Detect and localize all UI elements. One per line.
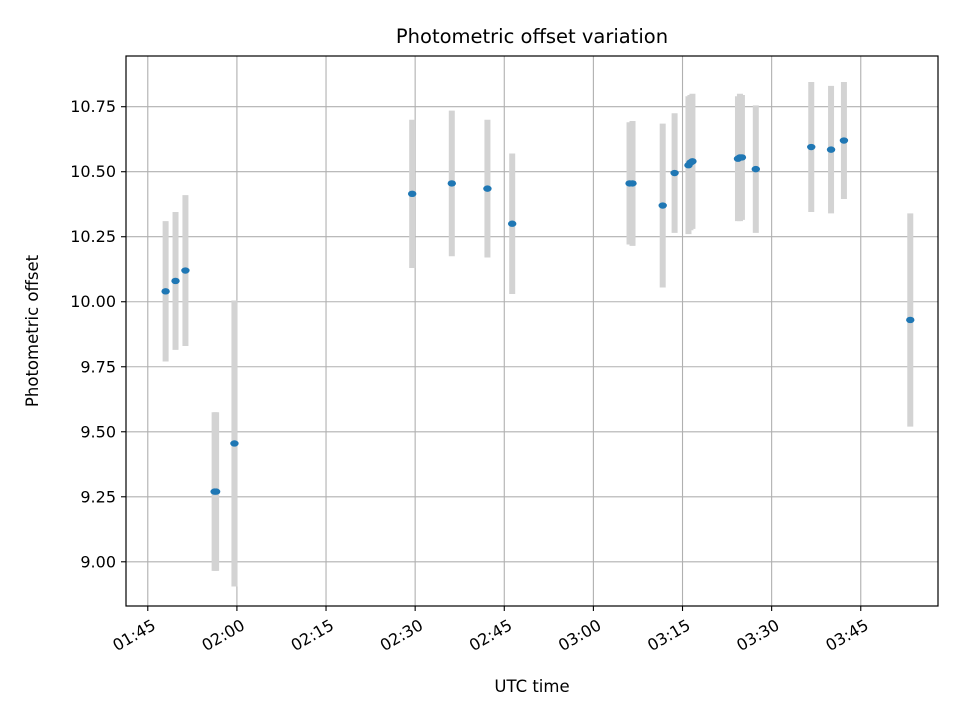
data-point: [447, 180, 456, 187]
data-point: [171, 277, 180, 285]
y-axis-label: Photometric offset: [23, 254, 42, 407]
data-point: [670, 169, 679, 177]
data-point: [407, 190, 417, 198]
data-point: [628, 180, 637, 187]
data-point: [807, 143, 816, 151]
y-tick-label: 10.00: [70, 292, 116, 311]
y-tick-label: 9.50: [80, 422, 116, 441]
y-tick-label: 10.25: [70, 227, 116, 246]
data-point: [688, 158, 697, 165]
y-tick-label: 9.25: [80, 487, 116, 506]
y-tick-label: 10.75: [70, 97, 116, 116]
data-point: [161, 288, 170, 295]
y-axis-ticks: 9.00 9.25 9.50 9.75 10.00 10.25 10.50 10.75: [70, 97, 126, 571]
data-point: [507, 220, 517, 227]
data-point: [751, 165, 760, 173]
data-point: [658, 202, 667, 209]
grid: [126, 56, 938, 606]
data-point: [737, 154, 747, 161]
data-points: [161, 137, 915, 495]
chart-title: Photometric offset variation: [396, 25, 668, 48]
y-tick-label: 9.00: [80, 552, 116, 571]
data-point: [826, 146, 836, 153]
data-point: [839, 137, 849, 144]
data-point: [211, 488, 221, 495]
data-point: [483, 185, 492, 192]
plot-frame: [125, 55, 939, 607]
data-point: [230, 440, 239, 447]
x-axis-label: UTC time: [494, 677, 569, 696]
data-point: [181, 267, 190, 274]
y-tick-label: 9.75: [80, 357, 116, 376]
data-point: [906, 316, 915, 324]
y-tick-label: 10.50: [70, 162, 116, 181]
